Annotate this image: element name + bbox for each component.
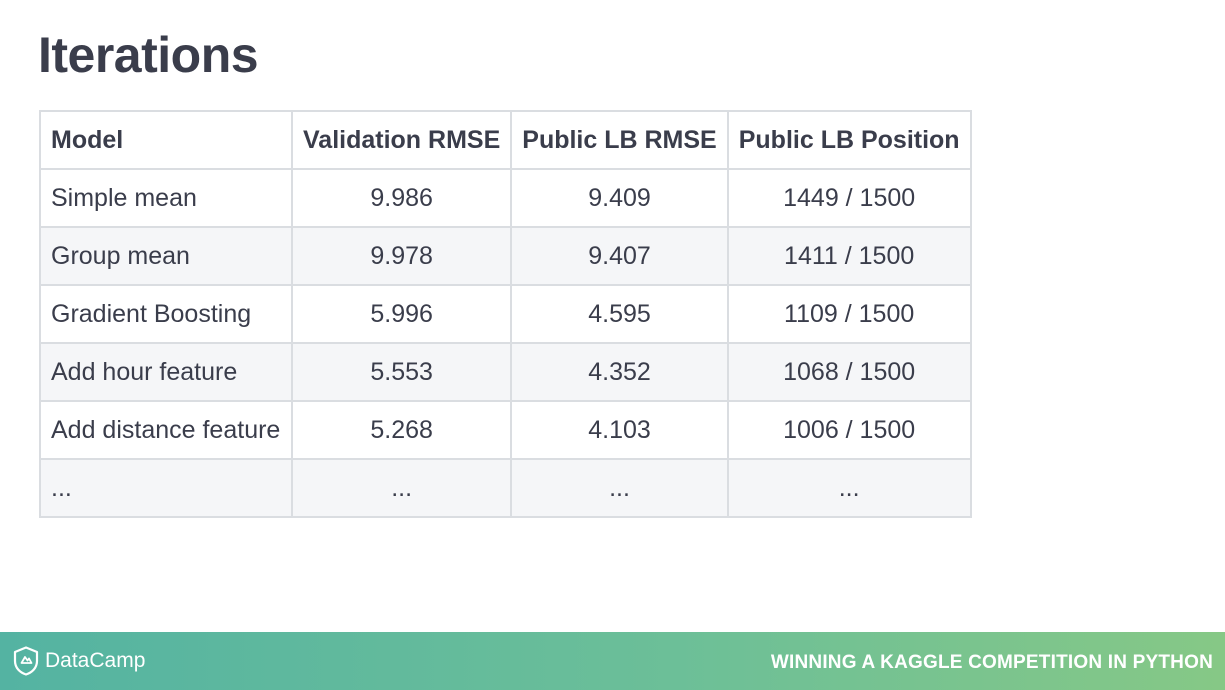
cell-public-lb-rmse: 4.103 [510, 400, 729, 460]
cell-public-lb-position: 1411 / 1500 [726, 226, 972, 286]
table-row: Gradient Boosting 5.996 4.595 1109 / 150… [39, 284, 972, 344]
cell-validation-rmse: 5.553 [290, 342, 513, 402]
table-row: ... ... ... ... [39, 458, 972, 518]
table-row: Simple mean 9.986 9.409 1449 / 1500 [39, 168, 972, 228]
cell-public-lb-position: 1109 / 1500 [726, 284, 972, 344]
cell-model: Simple mean [39, 168, 293, 228]
header-public-lb-rmse: Public LB RMSE [510, 110, 729, 170]
cell-public-lb-rmse: 9.409 [510, 168, 729, 228]
cell-validation-rmse: ... [290, 458, 513, 518]
cell-public-lb-rmse: 9.407 [510, 226, 729, 286]
cell-validation-rmse: 9.978 [290, 226, 513, 286]
cell-validation-rmse: 9.986 [290, 168, 513, 228]
brand-name: DataCamp [45, 649, 146, 672]
cell-validation-rmse: 5.268 [290, 400, 513, 460]
table-header-row: Model Validation RMSE Public LB RMSE Pub… [39, 110, 972, 170]
cell-public-lb-rmse: 4.595 [510, 284, 729, 344]
datacamp-logo-icon [13, 646, 39, 676]
cell-model: ... [39, 458, 293, 518]
cell-public-lb-position: 1449 / 1500 [726, 168, 972, 228]
table-row: Add hour feature 5.553 4.352 1068 / 1500 [39, 342, 972, 402]
header-model: Model [39, 110, 293, 170]
cell-public-lb-position: 1006 / 1500 [726, 400, 972, 460]
table-row: Group mean 9.978 9.407 1411 / 1500 [39, 226, 972, 286]
table-row: Add distance feature 5.268 4.103 1006 / … [39, 400, 972, 460]
cell-validation-rmse: 5.996 [290, 284, 513, 344]
cell-model: Group mean [39, 226, 293, 286]
cell-public-lb-rmse: 4.352 [510, 342, 729, 402]
cell-model: Add hour feature [39, 342, 293, 402]
slide-title: Iterations [38, 27, 259, 83]
cell-public-lb-position: ... [726, 458, 972, 518]
header-validation-rmse: Validation RMSE [290, 110, 513, 170]
brand: DataCamp [13, 646, 145, 676]
cell-public-lb-rmse: ... [510, 458, 729, 518]
footer-bar: DataCamp WINNING A KAGGLE COMPETITION IN… [0, 632, 1225, 690]
header-public-lb-position: Public LB Position [726, 110, 972, 170]
cell-public-lb-position: 1068 / 1500 [726, 342, 972, 402]
course-title: WINNING A KAGGLE COMPETITION IN PYTHON [770, 652, 1213, 673]
cell-model: Gradient Boosting [39, 284, 293, 344]
iterations-table: Model Validation RMSE Public LB RMSE Pub… [39, 110, 972, 518]
cell-model: Add distance feature [39, 400, 293, 460]
